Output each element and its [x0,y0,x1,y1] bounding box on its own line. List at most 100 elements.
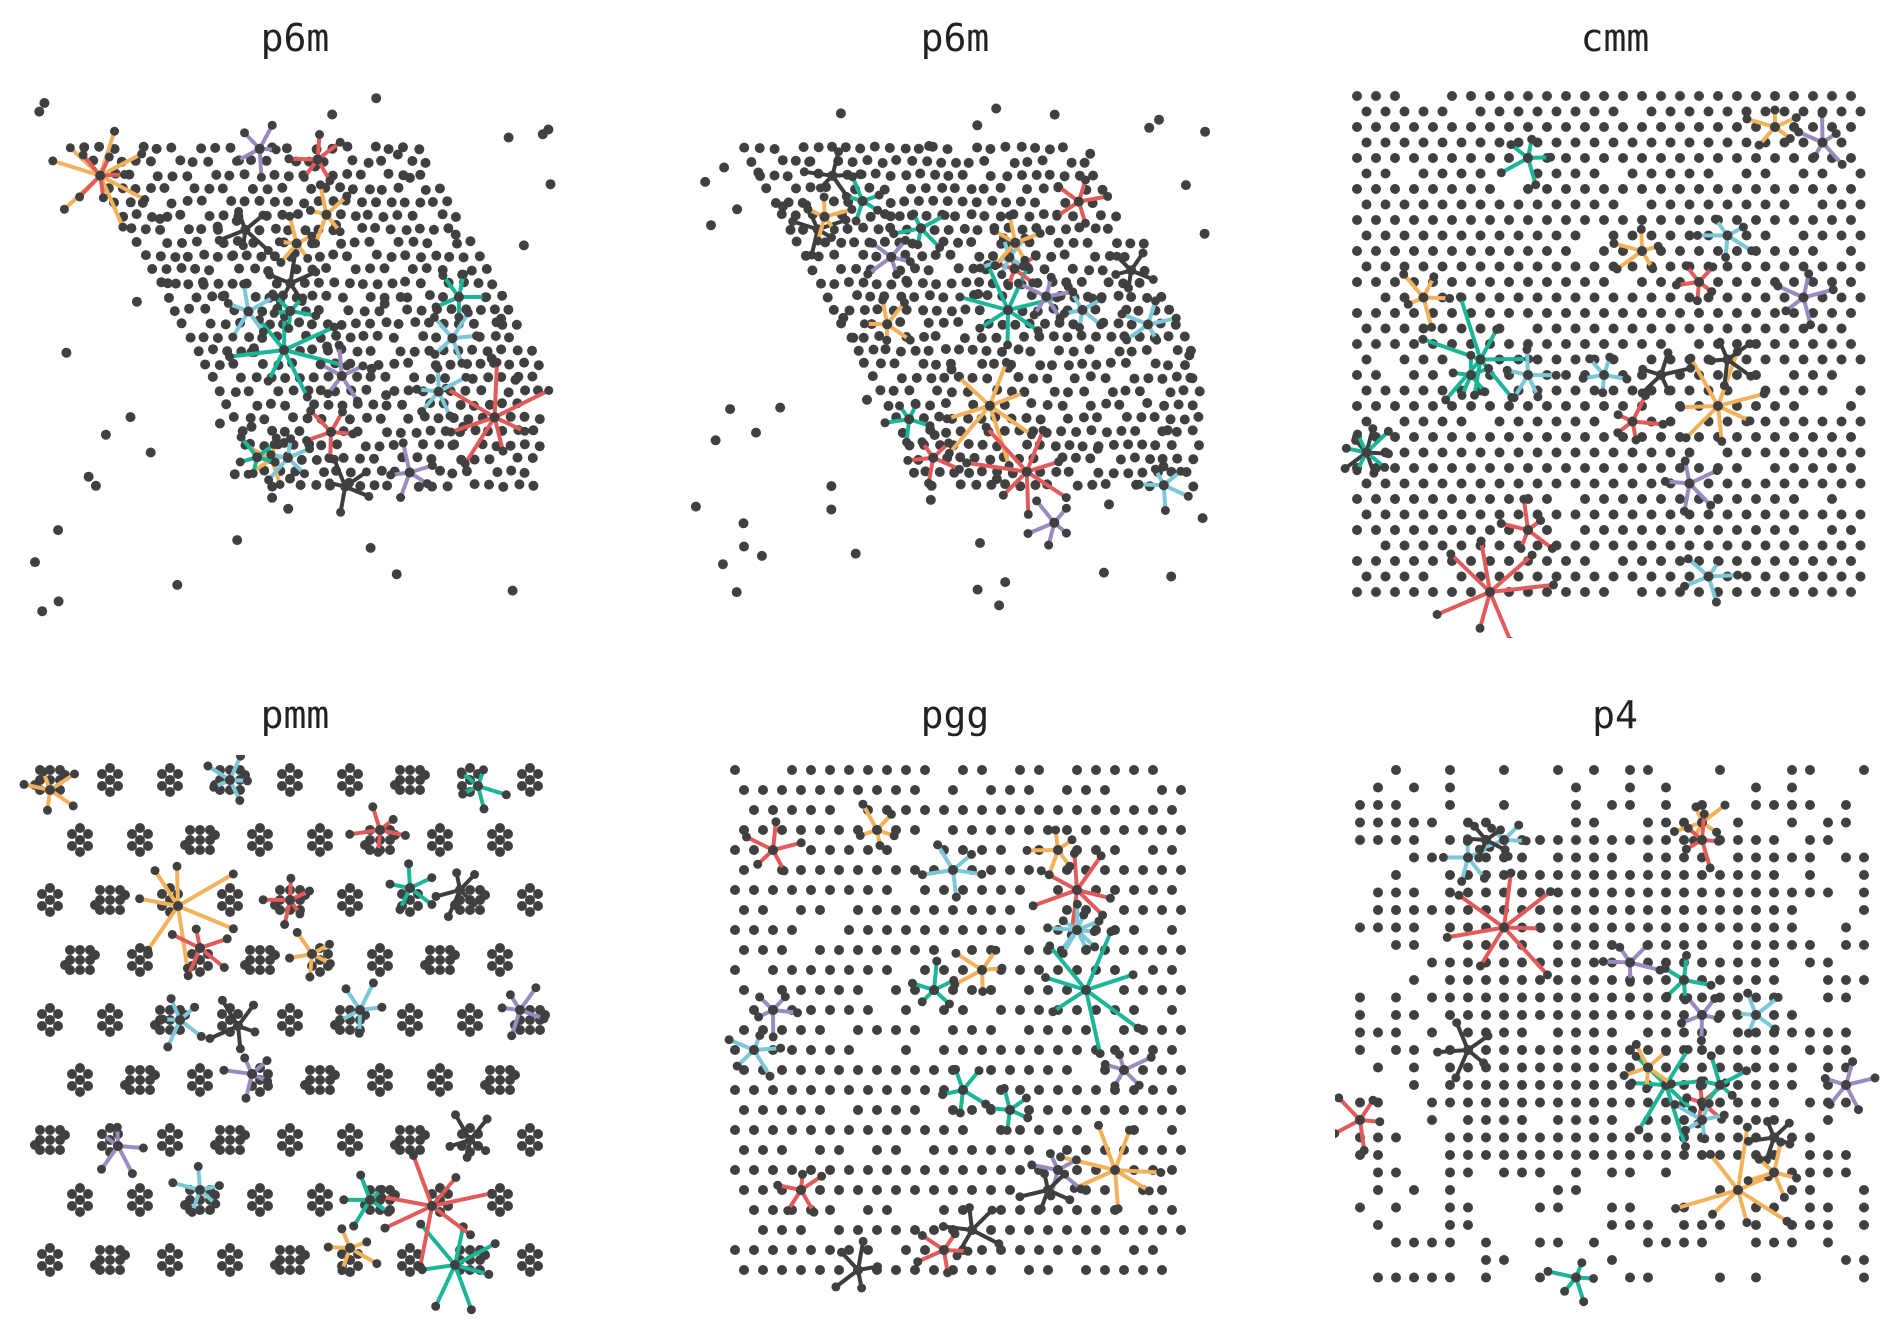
lattice-node [431,332,442,343]
lattice-node [981,345,992,356]
lattice-node [1022,439,1033,450]
lattice-node [913,143,924,154]
lattice-node [1513,199,1524,210]
lattice-node [891,905,901,915]
lattice-node [353,901,363,911]
lattice-node [443,223,454,234]
lattice-node [285,1147,295,1157]
lattice-node [150,1070,160,1080]
lattice-node [165,1255,175,1265]
lattice-node [1532,292,1543,303]
lattice-node [1134,386,1145,397]
lattice-node [1138,1225,1148,1235]
lattice-node [1808,556,1818,566]
lattice-node [375,955,385,965]
lattice-node [285,1135,295,1145]
lattice-node [967,985,977,995]
lattice-node [1475,137,1486,148]
lattice-node [941,427,952,438]
lattice-node [1713,525,1723,535]
lattice-node [776,209,787,220]
lattice-node [730,765,740,775]
lattice-node [157,1249,167,1259]
lattice-node [145,156,156,167]
lattice-node [1517,1062,1527,1073]
lattice-node [932,385,943,396]
lattice-node [1427,817,1437,828]
lattice-node [90,1260,100,1270]
lattice-node [1625,1220,1635,1230]
lattice-node [838,312,849,323]
lattice-node [872,865,882,875]
lattice-node [480,1080,490,1090]
lattice-node [1097,184,1108,195]
lattice-node [1399,385,1410,396]
lattice-node [1535,1062,1545,1073]
lattice-node [214,360,225,371]
lattice-node [1751,91,1761,101]
lattice-node [1485,153,1495,163]
lattice-node [1841,992,1851,1003]
lattice-node [495,1085,505,1095]
lattice-node [1589,137,1600,148]
lattice-node [1148,885,1158,895]
lattice-node [895,317,906,327]
lattice-node [365,542,376,553]
lattice-node [170,278,181,289]
lattice-node [327,109,338,120]
lattice-node [1542,432,1552,442]
lattice-node [1741,509,1752,520]
lattice-node [1553,1202,1563,1213]
lattice-node [777,1065,787,1075]
lattice-node [1129,885,1139,895]
lattice-node [245,945,255,955]
lattice-node [979,211,990,221]
lattice-node [910,1025,920,1035]
lattice-node [1390,494,1400,504]
lattice-node [1618,525,1628,535]
lattice-node [872,1145,882,1155]
lattice-node [1043,1025,1053,1035]
lattice-node [367,1081,377,1091]
lattice-node [815,1265,825,1275]
lattice-node [1456,261,1467,272]
lattice-node [1798,168,1809,179]
lattice-node [147,264,158,274]
panel-pmm: pmm [15,685,575,1315]
lattice-node [1817,447,1828,458]
lattice-node [948,905,958,915]
lattice-node [1119,1025,1129,1035]
lattice-node [1855,416,1866,427]
lattice-node [920,466,931,477]
lattice-node [977,1165,987,1175]
lattice-node [458,252,469,263]
lattice-node [844,1005,854,1015]
lattice-node [1428,370,1438,380]
lattice-node [1571,1097,1581,1108]
lattice-node [1409,1045,1419,1055]
lattice-node [1733,852,1743,863]
lattice-node [815,825,825,835]
lattice-node [1355,1045,1365,1055]
neighbourhood-star [1676,347,1769,446]
lattice-node [1751,1272,1761,1283]
lattice-node [1399,509,1410,520]
lattice-node [768,1165,778,1175]
lattice-node [997,346,1007,357]
lattice-node [1024,945,1034,955]
lattice-node [1390,556,1400,566]
lattice-node [1805,835,1815,845]
lattice-node [977,439,988,450]
lattice-node [75,965,85,975]
lattice-node [946,306,957,317]
lattice-node [1024,1105,1034,1115]
lattice-node [1485,184,1495,194]
lattice-node [254,225,265,236]
lattice-node [1030,142,1041,153]
lattice-node [1044,144,1055,155]
lattice-node [1571,800,1581,810]
lattice-node [1661,1237,1671,1248]
lattice-node [1157,1105,1167,1115]
lattice-node [519,411,530,422]
lattice-node [1463,1080,1473,1090]
